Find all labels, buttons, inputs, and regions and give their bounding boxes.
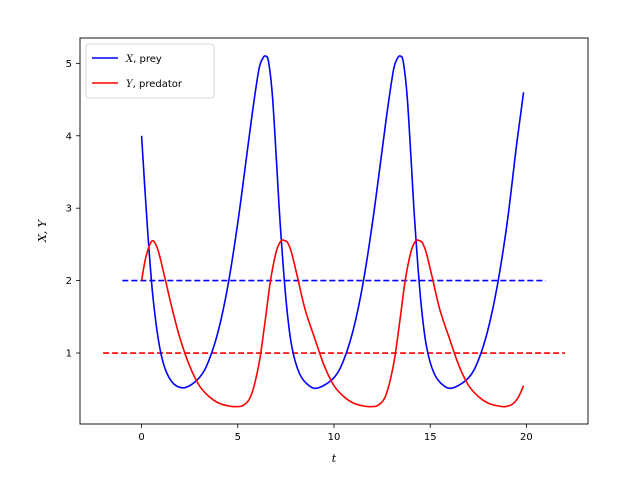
y-axis-label: X, Y bbox=[36, 218, 49, 243]
x-axis: 0 5 10 15 20 bbox=[138, 424, 533, 443]
y-tick-label: 4 bbox=[66, 131, 72, 142]
x-tick-label: 10 bbox=[328, 432, 341, 443]
series-line-0 bbox=[140, 55, 525, 390]
legend: X, prey Y, predator bbox=[85, 43, 215, 99]
y-axis: 1 2 3 4 5 bbox=[66, 59, 80, 360]
plot-area bbox=[103, 55, 565, 408]
y-tick-label: 5 bbox=[66, 59, 72, 70]
y-tick-label: 1 bbox=[66, 349, 72, 360]
y-tick-label: 2 bbox=[66, 276, 72, 287]
series-line-1 bbox=[140, 239, 525, 408]
x-tick-label: 5 bbox=[235, 432, 241, 443]
x-tick-label: 15 bbox=[424, 432, 437, 443]
x-tick-label: 20 bbox=[520, 432, 533, 443]
legend-label-0: X, prey bbox=[125, 54, 162, 65]
legend-label-1: Y, predator bbox=[126, 79, 183, 90]
x-axis-label: t bbox=[332, 452, 337, 465]
x-tick-label: 0 bbox=[138, 432, 144, 443]
y-tick-label: 3 bbox=[66, 204, 72, 215]
